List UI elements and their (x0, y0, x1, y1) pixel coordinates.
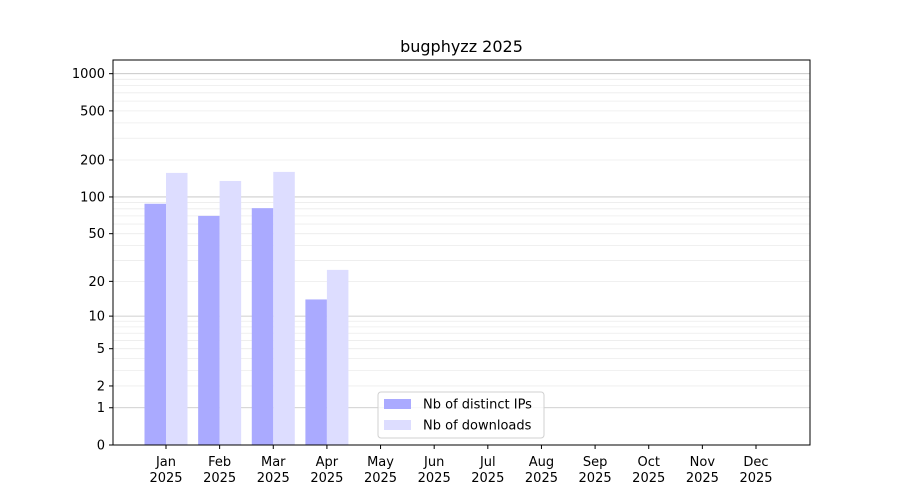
y-tick-label: 0 (97, 439, 105, 454)
x-tick-label-line: May (367, 455, 394, 470)
x-tick-label-line: 2025 (203, 471, 236, 486)
x-tick-label-line: 2025 (471, 471, 504, 486)
x-tick-label: Jul 2025 (471, 455, 504, 486)
y-tick-label: 5 (97, 342, 105, 357)
x-tick-label: Aug 2025 (525, 455, 558, 486)
x-tick-label-line: Jul (479, 455, 496, 470)
x-tick-label-line: Nov (690, 455, 716, 470)
x-tick-label-line: Feb (208, 455, 231, 470)
x-tick-label: Oct 2025 (632, 455, 665, 486)
legend: Nb of distinct IPs Nb of downloads (377, 391, 545, 439)
bar-downloads (273, 171, 295, 445)
x-tick-label-line: 2025 (257, 471, 290, 486)
x-tick-label-line: 2025 (686, 471, 719, 486)
x-tick-label-line: Jun (423, 455, 444, 470)
y-tick-label: 2 (97, 379, 105, 394)
bar-distinct-ips (305, 299, 327, 445)
x-tick-label: Sep 2025 (579, 455, 612, 486)
x-tick-label-line: Mar (261, 455, 286, 470)
bar-downloads (326, 269, 349, 445)
legend-label: Nb of distinct IPs (423, 398, 532, 413)
bar-downloads (219, 180, 242, 446)
x-tick-label-line: Jan (155, 455, 176, 470)
x-tick-label-line: 2025 (739, 471, 772, 486)
legend-label: Nb of downloads (423, 419, 532, 434)
chart-title: bugphyzz 2025 (400, 37, 523, 56)
bar-downloads (166, 172, 188, 445)
plot-frame (112, 59, 811, 446)
x-tick-label-line: Dec (743, 455, 768, 470)
x-tick-label-line: 2025 (632, 471, 665, 486)
x-tick-label-line: 2025 (525, 471, 558, 486)
x-tick-label-line: 2025 (149, 471, 182, 486)
x-tick-label-line: 2025 (364, 471, 397, 486)
x-tick-label: Dec 2025 (739, 455, 772, 486)
y-tick-label: 50 (88, 227, 105, 242)
y-tick-label: 500 (80, 104, 105, 119)
bar-distinct-ips (198, 215, 220, 445)
y-axis: 0 1 2 5 10 20 50 100 200 500 1000 (72, 67, 113, 454)
legend-swatch (384, 399, 411, 409)
y-tick-label: 200 (80, 153, 105, 168)
legend-swatch (384, 420, 411, 430)
x-tick-label-line: 2025 (310, 471, 343, 486)
x-tick-label: Feb 2025 (203, 455, 236, 486)
y-tick-label: 10 (88, 310, 105, 325)
legend-box (377, 391, 545, 439)
x-tick-label: Jan 2025 (149, 455, 182, 486)
x-tick-label-line: Aug (529, 455, 554, 470)
x-tick-label: Mar 2025 (257, 455, 290, 486)
x-tick-label-line: 2025 (418, 471, 451, 486)
y-tick-label: 20 (88, 275, 105, 290)
bars (144, 171, 349, 446)
x-tick-label-line: Apr (316, 455, 339, 470)
x-tick-label: Jun 2025 (418, 455, 451, 486)
x-tick-label-line: 2025 (579, 471, 612, 486)
x-tick-label: May 2025 (364, 455, 397, 486)
y-tick-label: 1 (97, 401, 105, 416)
bar-distinct-ips (251, 208, 274, 445)
bar-distinct-ips (144, 203, 166, 445)
y-tick-label: 1000 (72, 67, 105, 82)
x-tick-label-line: Oct (637, 455, 659, 470)
x-tick-label-line: Sep (583, 455, 608, 470)
x-tick-label: Apr 2025 (310, 455, 343, 486)
x-tick-label: Nov 2025 (686, 455, 719, 486)
y-tick-label: 100 (80, 190, 105, 205)
